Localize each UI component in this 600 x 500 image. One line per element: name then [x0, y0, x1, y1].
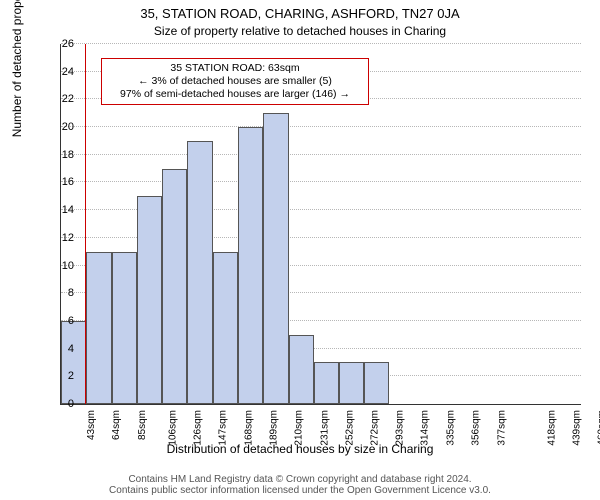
histogram-bar — [364, 362, 389, 404]
y-tick-label: 12 — [44, 232, 74, 244]
histogram-bar — [112, 252, 137, 404]
annotation-box: 35 STATION ROAD: 63sqm← 3% of detached h… — [101, 58, 369, 105]
x-tick-label: 356sqm — [471, 410, 482, 446]
y-tick-label: 4 — [44, 343, 74, 355]
x-tick-label: 377sqm — [496, 410, 507, 446]
histogram-bar — [61, 321, 86, 404]
x-tick-label: 272sqm — [369, 410, 380, 446]
chart-container: 35, STATION ROAD, CHARING, ASHFORD, TN27… — [0, 0, 600, 500]
x-tick-label: 43sqm — [86, 410, 97, 440]
grid-line — [61, 126, 581, 127]
y-tick-label: 18 — [44, 149, 74, 161]
footer-line-2: Contains public sector information licen… — [0, 485, 600, 496]
y-tick-label: 20 — [44, 121, 74, 133]
x-tick-label: 439sqm — [572, 410, 583, 446]
y-tick-label: 10 — [44, 260, 74, 272]
x-tick-label: 252sqm — [345, 410, 356, 446]
y-tick-label: 24 — [44, 66, 74, 78]
y-tick-label: 16 — [44, 176, 74, 188]
histogram-bar — [314, 362, 338, 404]
histogram-bar — [263, 113, 288, 404]
y-axis-label: Number of detached properties — [10, 0, 24, 137]
x-tick-label: 231sqm — [319, 410, 330, 446]
y-tick-label: 14 — [44, 204, 74, 216]
histogram-bar — [162, 169, 187, 404]
x-tick-label: 418sqm — [546, 410, 557, 446]
histogram-bar — [289, 335, 314, 404]
y-tick-label: 2 — [44, 370, 74, 382]
histogram-bar — [187, 141, 212, 404]
histogram-bar — [137, 196, 161, 404]
x-tick-label: 147sqm — [218, 410, 229, 446]
reference-line — [85, 44, 86, 404]
y-tick-label: 6 — [44, 315, 74, 327]
chart-title-main: 35, STATION ROAD, CHARING, ASHFORD, TN27… — [0, 6, 600, 21]
grid-line — [61, 43, 581, 44]
x-tick-label: 64sqm — [111, 410, 122, 440]
x-tick-label: 293sqm — [395, 410, 406, 446]
x-axis-label: Distribution of detached houses by size … — [0, 442, 600, 456]
y-tick-label: 8 — [44, 287, 74, 299]
x-tick-label: 126sqm — [192, 410, 203, 446]
annotation-line: 97% of semi-detached houses are larger (… — [108, 88, 362, 101]
histogram-bar — [213, 252, 238, 404]
chart-title-sub: Size of property relative to detached ho… — [0, 24, 600, 38]
x-tick-label: 168sqm — [243, 410, 254, 446]
y-tick-label: 26 — [44, 38, 74, 50]
x-tick-label: 210sqm — [294, 410, 305, 446]
y-tick-label: 0 — [44, 398, 74, 410]
footer-line-1: Contains HM Land Registry data © Crown c… — [0, 474, 600, 485]
grid-line — [61, 154, 581, 155]
annotation-line: ← 3% of detached houses are smaller (5) — [108, 75, 362, 88]
y-tick-label: 22 — [44, 93, 74, 105]
histogram-bar — [238, 127, 263, 404]
x-tick-label: 335sqm — [446, 410, 457, 446]
x-tick-label: 314sqm — [420, 410, 431, 446]
x-tick-label: 106sqm — [168, 410, 179, 446]
plot-area: 35 STATION ROAD: 63sqm← 3% of detached h… — [60, 44, 581, 405]
x-tick-label: 85sqm — [137, 410, 148, 440]
histogram-bar — [339, 362, 364, 404]
histogram-bar — [86, 252, 111, 404]
chart-footer: Contains HM Land Registry data © Crown c… — [0, 474, 600, 496]
grid-line — [61, 181, 581, 182]
x-tick-label: 189sqm — [269, 410, 280, 446]
annotation-line: 35 STATION ROAD: 63sqm — [108, 62, 362, 75]
